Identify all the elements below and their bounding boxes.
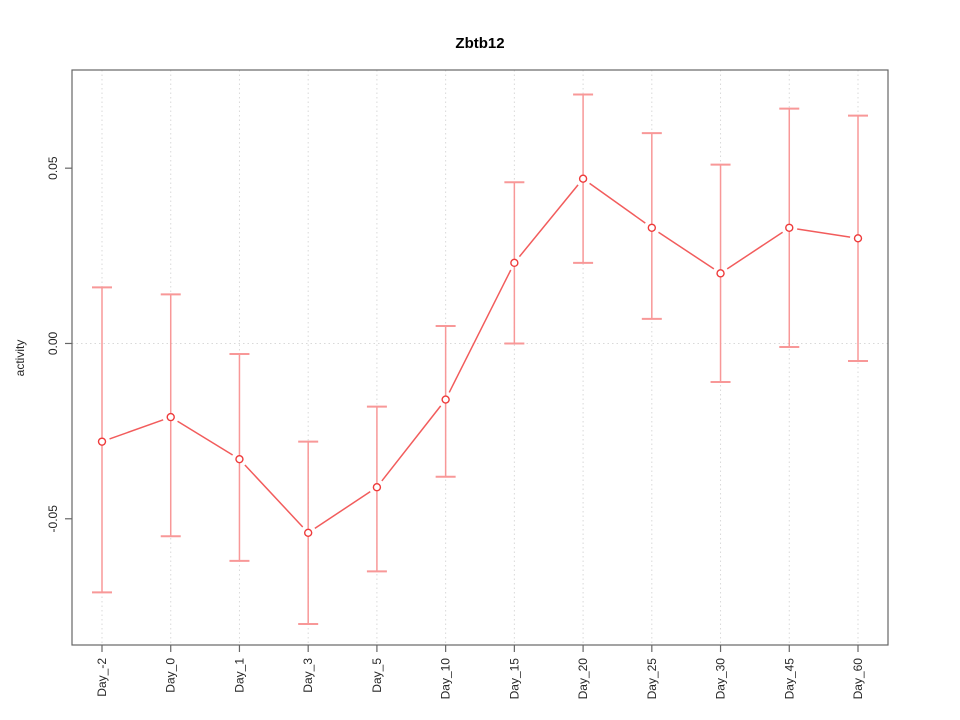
x-tick-label: Day_3 — [301, 658, 315, 693]
series-line-segment — [448, 269, 512, 393]
x-tick-label: Day_20 — [576, 658, 590, 700]
series-line-segment — [177, 420, 234, 456]
axes: -0.05 0.00 0.05 Day_-2 Day_0 Day_1 Day_3 Day_5 D… — [46, 69, 889, 700]
series-line-segment — [381, 405, 442, 482]
data-point — [235, 454, 244, 464]
plot-box — [71, 69, 889, 646]
data-point — [853, 234, 863, 243]
series-line-segment — [589, 182, 646, 224]
series-line-segment — [109, 419, 164, 440]
x-tick-label: Day_25 — [645, 658, 659, 700]
data-point — [647, 223, 657, 232]
data-point — [97, 437, 107, 446]
series-line-segment — [518, 184, 579, 258]
x-tick-label: Day_30 — [714, 658, 728, 700]
series-line-segment — [658, 231, 715, 270]
data-point — [510, 258, 519, 268]
x-tick-label: Day_0 — [164, 658, 178, 693]
y-tick-label: 0.05 — [46, 156, 60, 180]
y-tick-label: -0.05 — [46, 505, 60, 533]
data-point — [372, 483, 382, 492]
y-axis-label: activity — [13, 340, 27, 377]
data-point — [785, 223, 794, 232]
x-tick-label: Day_5 — [370, 658, 384, 693]
data-point — [166, 412, 175, 422]
data-point — [578, 174, 588, 183]
data-series — [92, 93, 868, 625]
series-line-segment — [726, 231, 784, 270]
data-point — [303, 528, 313, 538]
x-tick-label: Day_1 — [232, 658, 246, 693]
chart-title: Zbtb12 — [455, 35, 504, 52]
x-tick-label: Day_60 — [851, 658, 865, 700]
series-line-segment — [244, 464, 304, 528]
series-line-segment — [314, 491, 371, 530]
data-point — [716, 269, 725, 278]
gridlines — [72, 70, 888, 645]
x-tick-label: Day_45 — [782, 658, 796, 700]
series-line-segment — [797, 228, 851, 238]
x-tick-label: Day_15 — [507, 658, 521, 700]
x-tick-label: Day_10 — [439, 658, 453, 700]
x-tick-label: Day_-2 — [95, 658, 109, 697]
y-tick-label: 0.00 — [46, 331, 60, 355]
data-point — [441, 395, 450, 404]
